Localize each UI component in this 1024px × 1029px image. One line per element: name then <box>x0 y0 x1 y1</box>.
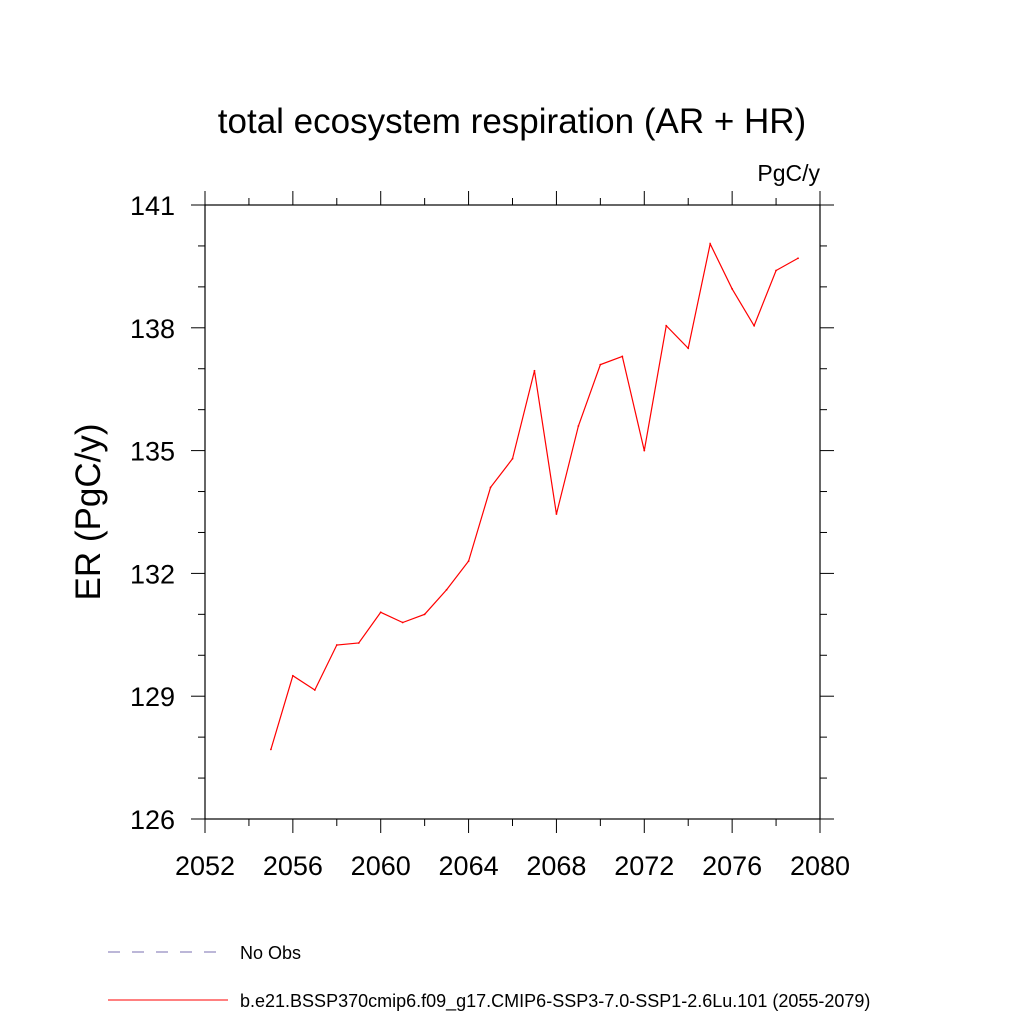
x-axis-ticks: 2052 2056 2060 2064 2068 2072 2076 2080 <box>175 191 850 881</box>
data-point <box>335 644 338 646</box>
data-point <box>489 486 492 489</box>
x-tick-label: 2068 <box>526 851 586 881</box>
series-line <box>270 242 799 750</box>
y-tick-label: 135 <box>130 437 175 467</box>
data-point <box>269 748 272 751</box>
x-tick-label: 2060 <box>351 851 411 881</box>
data-point <box>731 288 734 290</box>
plot-border <box>204 204 821 820</box>
plot-frame <box>204 204 821 820</box>
y-tick-label: 138 <box>130 314 175 344</box>
chart-title: total ecosystem respiration (AR + HR) <box>218 102 806 141</box>
data-point <box>775 269 777 272</box>
x-tick-label: 2076 <box>702 851 762 881</box>
series-layer <box>269 242 799 751</box>
legend-label: No Obs <box>240 943 301 963</box>
data-point <box>599 363 602 366</box>
y-axis-ticks: 126 129 132 135 138 141 <box>130 191 834 835</box>
data-point <box>467 560 470 563</box>
data-point <box>313 689 316 691</box>
data-point <box>555 513 558 515</box>
y-tick-label: 129 <box>130 682 175 712</box>
y-tick-label: 141 <box>130 191 175 221</box>
data-point <box>423 613 426 616</box>
data-point <box>643 449 646 452</box>
data-point <box>533 369 536 372</box>
x-tick-label: 2072 <box>614 851 674 881</box>
x-tick-label: 2064 <box>439 851 499 881</box>
x-tick-label: 2052 <box>175 851 235 881</box>
data-point <box>511 457 514 460</box>
data-point <box>621 355 624 358</box>
units-label: PgC/y <box>757 160 820 186</box>
data-point <box>753 324 756 327</box>
y-axis-label: ER (PgC/y) <box>69 424 108 601</box>
x-tick-label: 2080 <box>790 851 850 881</box>
data-point <box>797 257 799 260</box>
data-point <box>357 642 360 644</box>
data-point <box>577 425 580 427</box>
y-tick-label: 132 <box>130 559 175 589</box>
data-point <box>665 324 668 327</box>
data-point <box>379 611 382 614</box>
data-point <box>709 242 712 245</box>
y-tick-label: 126 <box>130 805 175 835</box>
legend-label: b.e21.BSSP370cmip6.f09_g17.CMIP6-SSP3-7.… <box>240 991 870 1012</box>
x-tick-label: 2056 <box>263 851 323 881</box>
data-point <box>291 674 294 677</box>
data-point <box>401 621 404 624</box>
data-point <box>445 588 448 591</box>
legend: No Obs b.e21.BSSP370cmip6.f09_g17.CMIP6-S… <box>108 943 870 1012</box>
data-point <box>687 347 690 350</box>
